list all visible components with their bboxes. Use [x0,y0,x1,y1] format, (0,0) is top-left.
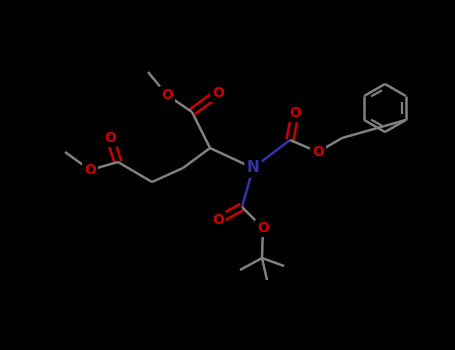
Text: O: O [312,145,324,159]
Text: O: O [104,131,116,145]
Text: O: O [212,86,224,100]
Text: N: N [247,161,259,175]
Text: O: O [289,106,301,120]
Text: O: O [84,163,96,177]
Text: O: O [257,221,269,235]
Text: O: O [161,88,173,102]
Text: O: O [212,213,224,227]
